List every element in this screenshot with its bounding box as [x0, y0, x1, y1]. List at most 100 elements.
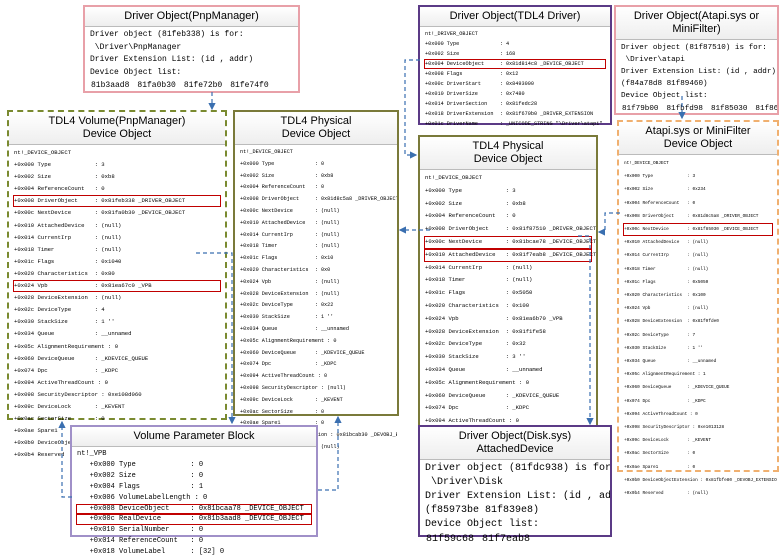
content-line: +0x018 Timer : (null): [240, 243, 340, 250]
title-line: Device Object: [473, 153, 543, 165]
content-line: +0x002 Size : 0xb8: [14, 173, 115, 181]
box-title: TDL4 Physical Device Object: [235, 112, 397, 145]
content-line: +0x028 DeviceExtension : (null): [14, 294, 122, 302]
content-line: +0x05c AlignmentRequirement : 0: [240, 337, 337, 344]
content-line: +0x060 DeviceQueue : _KDEVICE_QUEUE: [624, 385, 730, 391]
content-line: +0x002 Size : 0x234: [624, 187, 706, 193]
content-line: Device Object list:: [90, 67, 182, 77]
content-line: +0x00c DriverStart : 0x8493000: [425, 81, 534, 87]
content-line: +0x0b4 Reserved : (null): [624, 491, 709, 497]
content-line: +0x010 AttachedDevice : (null): [240, 219, 340, 226]
box-title: Volume Parameter Block: [72, 427, 316, 447]
content-line: +0x060 DeviceQueue : _KDEVICE_QUEUE: [240, 349, 365, 356]
device-list: 81f79b00 81fbfd98 81f85030 81f86030: [620, 102, 777, 116]
content-line: +0x094 ActiveThreadCount : 0: [425, 417, 519, 425]
content-line: +0x004 ReferenceCount : 0: [624, 200, 696, 206]
content-line: +0x006 VolumeLabelLength : 0: [77, 493, 208, 502]
content-line: +0x05c AlignmentRequirement : 0: [425, 378, 530, 386]
device-address: 81f79b00: [622, 105, 659, 113]
title-line: Volume Parameter Block: [133, 430, 255, 442]
content-line: +0x00c NextDevice : 0x81bcae78 _DEVICE_O…: [424, 235, 596, 249]
content-line: +0x0ac SectorSize : 0: [624, 451, 696, 457]
box-title: Driver Object(TDL4 Driver): [420, 7, 610, 27]
box-content: Driver object (81fdc938) is for: \Driver…: [420, 460, 610, 550]
box-content: nt!_DEVICE_OBJECT +0x000 Type : 3 +0x002 S…: [9, 145, 225, 463]
title-line: Driver Object(TDL4 Driver): [449, 10, 581, 22]
content-line: +0x02c DeviceType : 0x32: [425, 340, 526, 348]
content-line: +0x002 Size : 0: [77, 471, 204, 480]
content-line: +0x00c NextDevice : (null): [240, 207, 340, 214]
content-line: +0x020 Characteristics : 0x0: [240, 266, 331, 273]
content-line: +0x09c DeviceLock : _KEVENT: [240, 396, 343, 403]
content-line: nt!_DEVICE_OBJECT: [425, 174, 483, 181]
content-line: +0x00c NextDevice : 0x81fa0b30 _DEVICE_O…: [14, 209, 186, 217]
content-line: +0x000 Type : 3: [425, 186, 516, 194]
title-line: Driver Object(Atapi.sys or MiniFilter): [633, 10, 760, 35]
content-line: +0x014 ReferenceCount : 0: [77, 537, 204, 546]
content-line: +0x020 Characteristics : 0x100: [624, 293, 706, 299]
content-line: +0x010 AttachedDevice : (null): [624, 240, 709, 246]
content-line: +0x074 Dpc : _KDPC: [14, 366, 119, 374]
box-content: nt!_DEVICE_OBJECT +0x000 Type : 3 +0x002 S…: [619, 155, 777, 502]
content-line: +0x018 VolumeLabel : [32] 0: [77, 548, 225, 557]
device-address: 81f85030: [710, 105, 748, 113]
content-line: Device Object list:: [425, 519, 540, 530]
content-line: \Driver\Disk: [425, 477, 504, 488]
content-line: +0x01c Flags : 0x5050: [624, 279, 709, 285]
box-title: TDL4 Physical Device Object: [420, 137, 596, 170]
content-line: +0x034 Queue : __unnamed: [425, 365, 543, 373]
content-line: +0x094 ActiveThreadCount : 0: [14, 378, 108, 386]
content-line: +0x000 Type : 0: [77, 460, 204, 469]
box-title: Driver Object(PnpManager): [85, 7, 298, 27]
object-box: TDL4 Physical Device Object nt!_DEVICE_OBJ…: [233, 110, 399, 450]
content-line: +0x01c Flags : 0x10: [240, 255, 334, 262]
content-line: +0x004 Flags : 1: [77, 482, 204, 491]
title-line: Device Object: [82, 128, 152, 140]
content-line: +0x0ac SectorSize : 0: [14, 415, 105, 423]
content-line: +0x018 Timer : (null): [425, 276, 533, 284]
content-line: +0x018 DriverExtension : 0x81f670b0 _DRI…: [425, 111, 594, 117]
content-line: +0x014 CurrentIrp : (null): [14, 233, 122, 241]
content-line: +0x028 DeviceExtension : 0x81f0fde0: [624, 319, 719, 325]
content-line: +0x05c AlignmentRequirement : 1: [624, 372, 706, 378]
content-line: +0x000 Type : 3: [14, 161, 105, 169]
box-title: Atapi.sys or MiniFilter Device Object: [619, 122, 777, 155]
content-line: +0x008 DriverObject : 0x81f87510 _DRIVER…: [425, 225, 596, 233]
content-line: +0x0ae Spare1 : 0: [624, 464, 696, 470]
content-line: +0x008 DriverObject : 0x81d8c5a8 _DRIVER…: [240, 196, 397, 203]
content-line: +0x018 Timer : (null): [14, 245, 122, 253]
content-line: \Driver\atapi: [621, 56, 685, 64]
content-line: Driver Extension List: (id , addr): [90, 55, 254, 64]
content-line: +0x000 Type : 4: [425, 41, 510, 47]
object-box: Driver Object(Disk.sys) AttachedDevice Dr…: [418, 425, 612, 545]
title-line: Atapi.sys or MiniFilter: [645, 125, 751, 137]
content-line: nt!_DEVICE_OBJECT: [14, 149, 72, 156]
content-line: +0x028 DeviceExtension : 0x81f1fe58: [425, 327, 546, 335]
content-line: nt!_DRIVER_OBJECT: [425, 31, 478, 37]
content-line: +0x008 Flags : 0x12: [425, 71, 519, 77]
content-line: Driver Extension List: (id , addr): [425, 491, 610, 502]
content-line: +0x01c Flags : 0x5050: [425, 289, 533, 297]
content-line: +0x094 ActiveThreadCount : 0: [240, 373, 328, 380]
content-line: (f84a78d8 81f89460): [621, 80, 708, 88]
content-line: +0x02c DeviceType : 7: [624, 332, 696, 338]
content-line: +0x010 DriverSize : 0x7480: [425, 91, 525, 97]
content-line: +0x010 AttachedDevice : (null): [14, 221, 122, 229]
content-line: +0x020 Characteristics : 0x100: [425, 301, 530, 309]
content-line: +0x024 Vpb : (null): [624, 306, 709, 312]
title-line: Driver Object(PnpManager): [124, 10, 259, 22]
device-list: 81b3aad8 81fa0b30 81fe72b0 81fe74f0: [89, 79, 294, 94]
content-line: +0x034 Queue : __unnamed: [624, 359, 717, 365]
device-address: 81fe72b0: [183, 81, 223, 90]
title-line: Device Object: [281, 128, 351, 140]
device-address: 81fa0b30: [137, 81, 176, 90]
content-line: +0x014 CurrentIrp : (null): [425, 263, 533, 271]
content-line: +0x024 Vpb : (null): [240, 278, 340, 285]
box-content: nt!_VPB +0x000 Type : 0 +0x002 Size : 0 …: [72, 447, 316, 560]
content-line: +0x010 AttachedDevice : 0x81f7eab8 _DEVI…: [424, 248, 596, 262]
object-box: Atapi.sys or MiniFilter Device Object nt!_…: [617, 120, 779, 496]
content-line: +0x030 StackSize : 1 '': [624, 345, 704, 351]
content-line: +0x00c NextDevice : 0x81f85030 _DEVICE_O…: [623, 223, 773, 237]
content-line: nt!_DEVICE_OBJECT: [624, 161, 669, 166]
content-line: +0x074 Dpc : _KDPC: [240, 361, 337, 368]
